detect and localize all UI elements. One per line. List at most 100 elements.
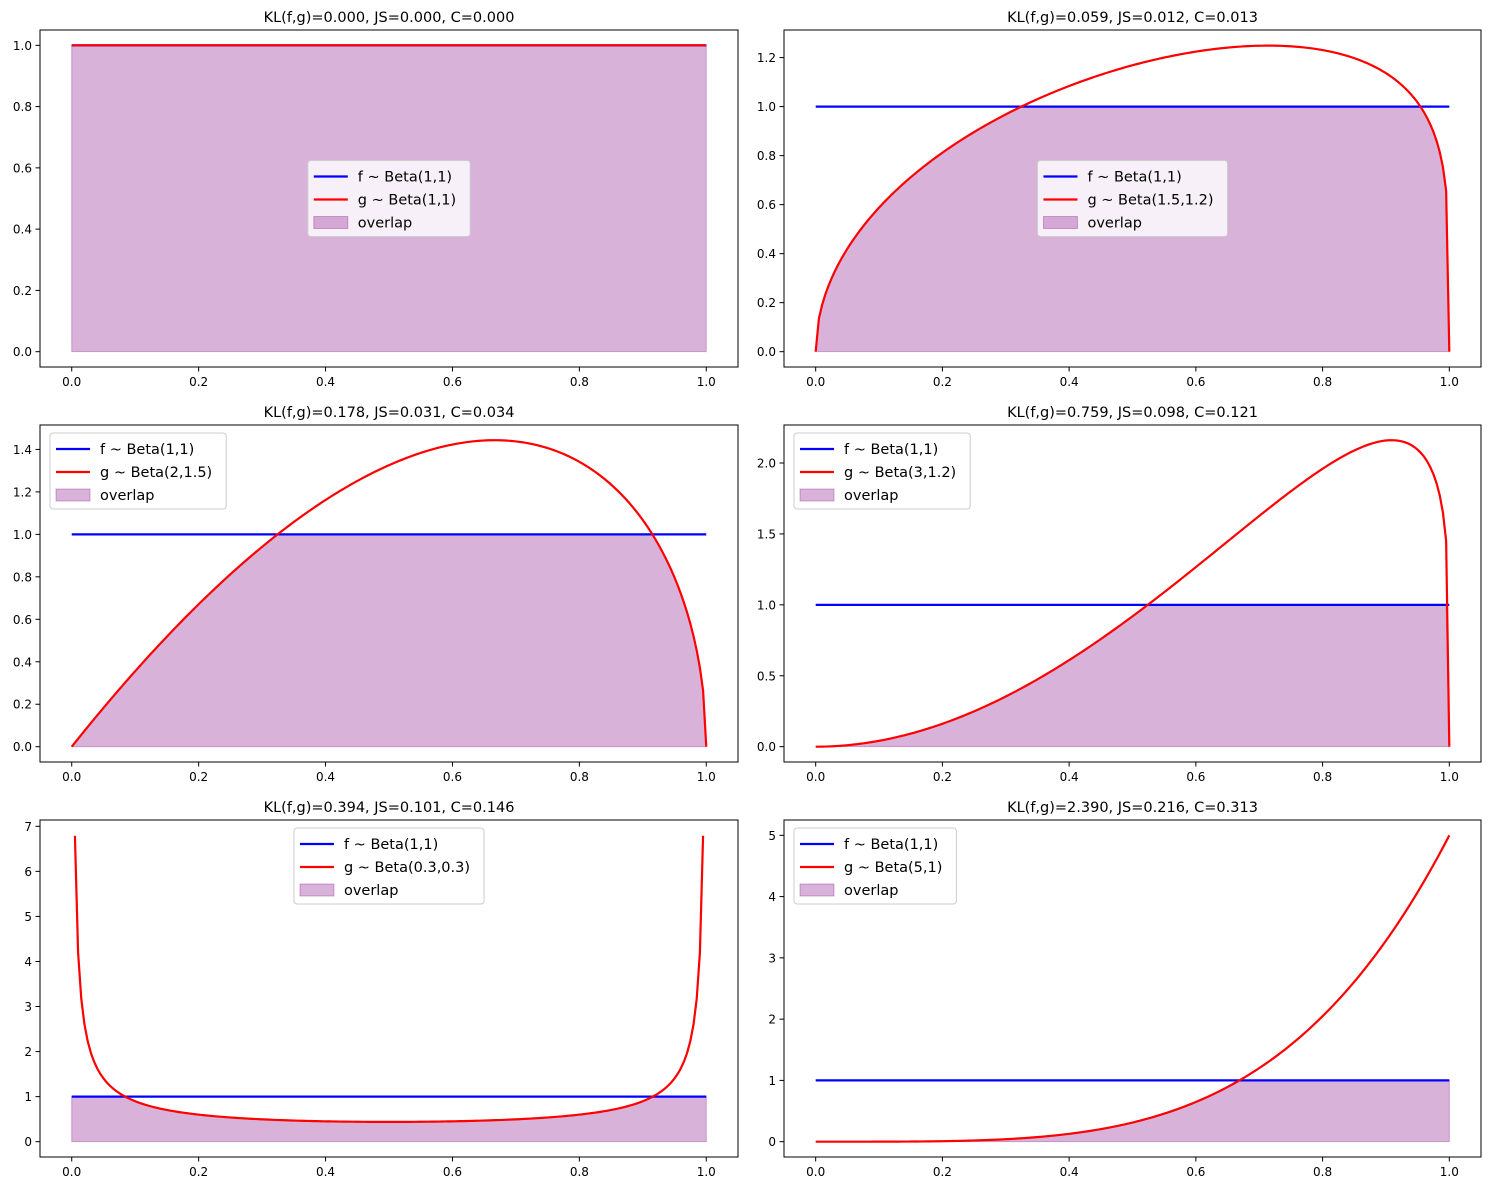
y-tick-label: 1.0: [13, 528, 32, 542]
legend-label: f ~ Beta(1,1): [344, 837, 438, 853]
legend-swatch-overlap: [799, 883, 835, 897]
x-tick-label: 0.0: [62, 1165, 81, 1179]
subplot-title: KL(f,g)=0.000, JS=0.000, C=0.000: [264, 10, 515, 26]
legend-label: f ~ Beta(1,1): [844, 837, 938, 853]
x-tick-label: 0.4: [316, 1165, 335, 1179]
legend-swatch-overlap: [799, 488, 835, 502]
plot-area: [815, 834, 1451, 1143]
legend-label: overlap: [844, 488, 898, 504]
legend: f ~ Beta(1,1) g ~ Beta(3,1.2) overlap: [793, 432, 971, 510]
legend-label: g ~ Beta(0.3,0.3): [344, 860, 470, 876]
legend-swatch-overlap: [55, 488, 91, 502]
legend-box: [793, 827, 957, 905]
x-tick-label: 0.8: [1313, 770, 1332, 784]
subplot-3: 0.0 0.2 0.4 0.6 0.8 1.0 0.0 0.2 0.4 0.6 0.8 1.0 1.2 1…: [13, 405, 739, 784]
x-tick-label: 0.4: [316, 375, 335, 389]
y-tick-label: 0: [24, 1135, 32, 1149]
subplot-title: KL(f,g)=0.759, JS=0.098, C=0.121: [1007, 405, 1258, 421]
axes-frame: [39, 424, 739, 763]
x-tick-label: 0.6: [1186, 1165, 1205, 1179]
legend-box: [1036, 160, 1229, 237]
overlap-fill: [71, 1096, 707, 1143]
y-tick-label: 1.0: [757, 598, 776, 612]
legend-label: f ~ Beta(1,1): [1087, 170, 1181, 186]
y-tick-label: 0.6: [13, 161, 32, 175]
y-tick-label: 1.0: [13, 39, 32, 53]
y-tick-label: 0: [768, 1135, 776, 1149]
x-tick-label: 0.8: [1313, 375, 1332, 389]
y-tick-label: 0.4: [13, 223, 32, 237]
y-tick-label: 1.0: [757, 100, 776, 114]
subplot-5: 0.0 0.2 0.4 0.6 0.8 1.0 0 1 2 3 4 5 6 7 KL(f,g)=0.394,…: [24, 800, 739, 1179]
x-tick-label: 0.4: [1060, 1165, 1079, 1179]
axes-frame: [783, 424, 1482, 763]
y-tick-label: 0.4: [757, 247, 776, 261]
y-tick-label: 6: [24, 865, 32, 879]
y-tick-label: 7: [24, 820, 32, 834]
x-tick-label: 0.0: [806, 770, 825, 784]
axes-frame: [783, 29, 1482, 368]
x-tick-label: 0.4: [1060, 375, 1079, 389]
x-tick-label: 0.8: [1313, 1165, 1332, 1179]
y-tick-label: 0.2: [13, 284, 32, 298]
y-tick-label: 0.0: [13, 740, 32, 754]
subplot-6: 0.0 0.2 0.4 0.6 0.8 1.0 0 1 2 3 4 5 KL(f,g)=2.390, J…: [768, 800, 1482, 1179]
legend-label: g ~ Beta(2,1.5): [100, 465, 212, 481]
legend-box: [293, 827, 485, 905]
legend-label: overlap: [100, 488, 154, 504]
subplot-title: KL(f,g)=0.178, JS=0.031, C=0.034: [264, 405, 515, 421]
legend-label: f ~ Beta(1,1): [100, 442, 194, 458]
subplot-title: KL(f,g)=0.059, JS=0.012, C=0.013: [1007, 10, 1258, 26]
subplot-1: 0.0 0.2 0.4 0.6 0.8 1.0 0.0 0.2 0.4 0.6 0.8 1.0 KL(f…: [13, 10, 739, 389]
y-tick-label: 0.8: [757, 149, 776, 163]
x-tick-label: 0.0: [62, 770, 81, 784]
y-tick-label: 0.0: [13, 345, 32, 359]
y-tick-label: 5: [24, 910, 32, 924]
y-tick-label: 0.0: [757, 740, 776, 754]
y-tick-label: 4: [768, 890, 776, 904]
legend-label: f ~ Beta(1,1): [358, 170, 452, 186]
plot-area: [71, 835, 707, 1143]
legend-box: [49, 432, 227, 510]
y-tick-label: 2: [24, 1045, 32, 1059]
legend-label: overlap: [358, 216, 412, 232]
legend-swatch-overlap: [1042, 216, 1078, 229]
legend-label: f ~ Beta(1,1): [844, 442, 938, 458]
x-tick-label: 1.0: [697, 770, 716, 784]
legend: f ~ Beta(1,1) g ~ Beta(2,1.5) overlap: [49, 432, 227, 510]
y-tick-label: 2: [768, 1013, 776, 1027]
legend-box: [793, 432, 971, 510]
series-line-g: [70, 439, 708, 748]
y-tick-label: 1.5: [757, 527, 776, 541]
y-tick-label: 0.5: [757, 669, 776, 683]
x-tick-label: 0.4: [316, 770, 335, 784]
legend-label: g ~ Beta(5,1): [844, 860, 942, 876]
x-tick-label: 1.0: [1440, 770, 1459, 784]
y-tick-label: 1.4: [13, 443, 32, 457]
x-tick-label: 0.0: [62, 375, 81, 389]
x-tick-label: 0.4: [1060, 770, 1079, 784]
legend-label: g ~ Beta(3,1.2): [844, 465, 956, 481]
y-tick-label: 4: [24, 955, 32, 969]
overlap-fill: [70, 533, 707, 748]
y-tick-label: 3: [24, 1000, 32, 1014]
legend-box: [307, 160, 471, 237]
x-tick-label: 0.6: [443, 375, 462, 389]
y-tick-label: 3: [768, 951, 776, 965]
axes-frame: [39, 29, 739, 368]
x-tick-label: 0.6: [443, 770, 462, 784]
plot-area: [70, 439, 708, 748]
x-tick-label: 0.2: [933, 770, 952, 784]
y-tick-label: 5: [768, 829, 776, 843]
legend: f ~ Beta(1,1) g ~ Beta(1.5,1.2) overlap: [1036, 160, 1229, 237]
x-tick-label: 0.2: [933, 375, 952, 389]
x-tick-label: 0.6: [443, 1165, 462, 1179]
plot-area: [815, 439, 1451, 748]
legend-label: overlap: [344, 883, 398, 899]
y-tick-label: 1.2: [757, 51, 776, 65]
x-tick-label: 0.8: [570, 770, 589, 784]
x-tick-label: 0.2: [189, 375, 208, 389]
subplot-2: 0.0 0.2 0.4 0.6 0.8 1.0 0.0 0.2 0.4 0.6 0.8 1.0 1.2 K…: [757, 10, 1482, 389]
series-line-g: [815, 834, 1451, 1143]
x-tick-label: 0.8: [570, 1165, 589, 1179]
